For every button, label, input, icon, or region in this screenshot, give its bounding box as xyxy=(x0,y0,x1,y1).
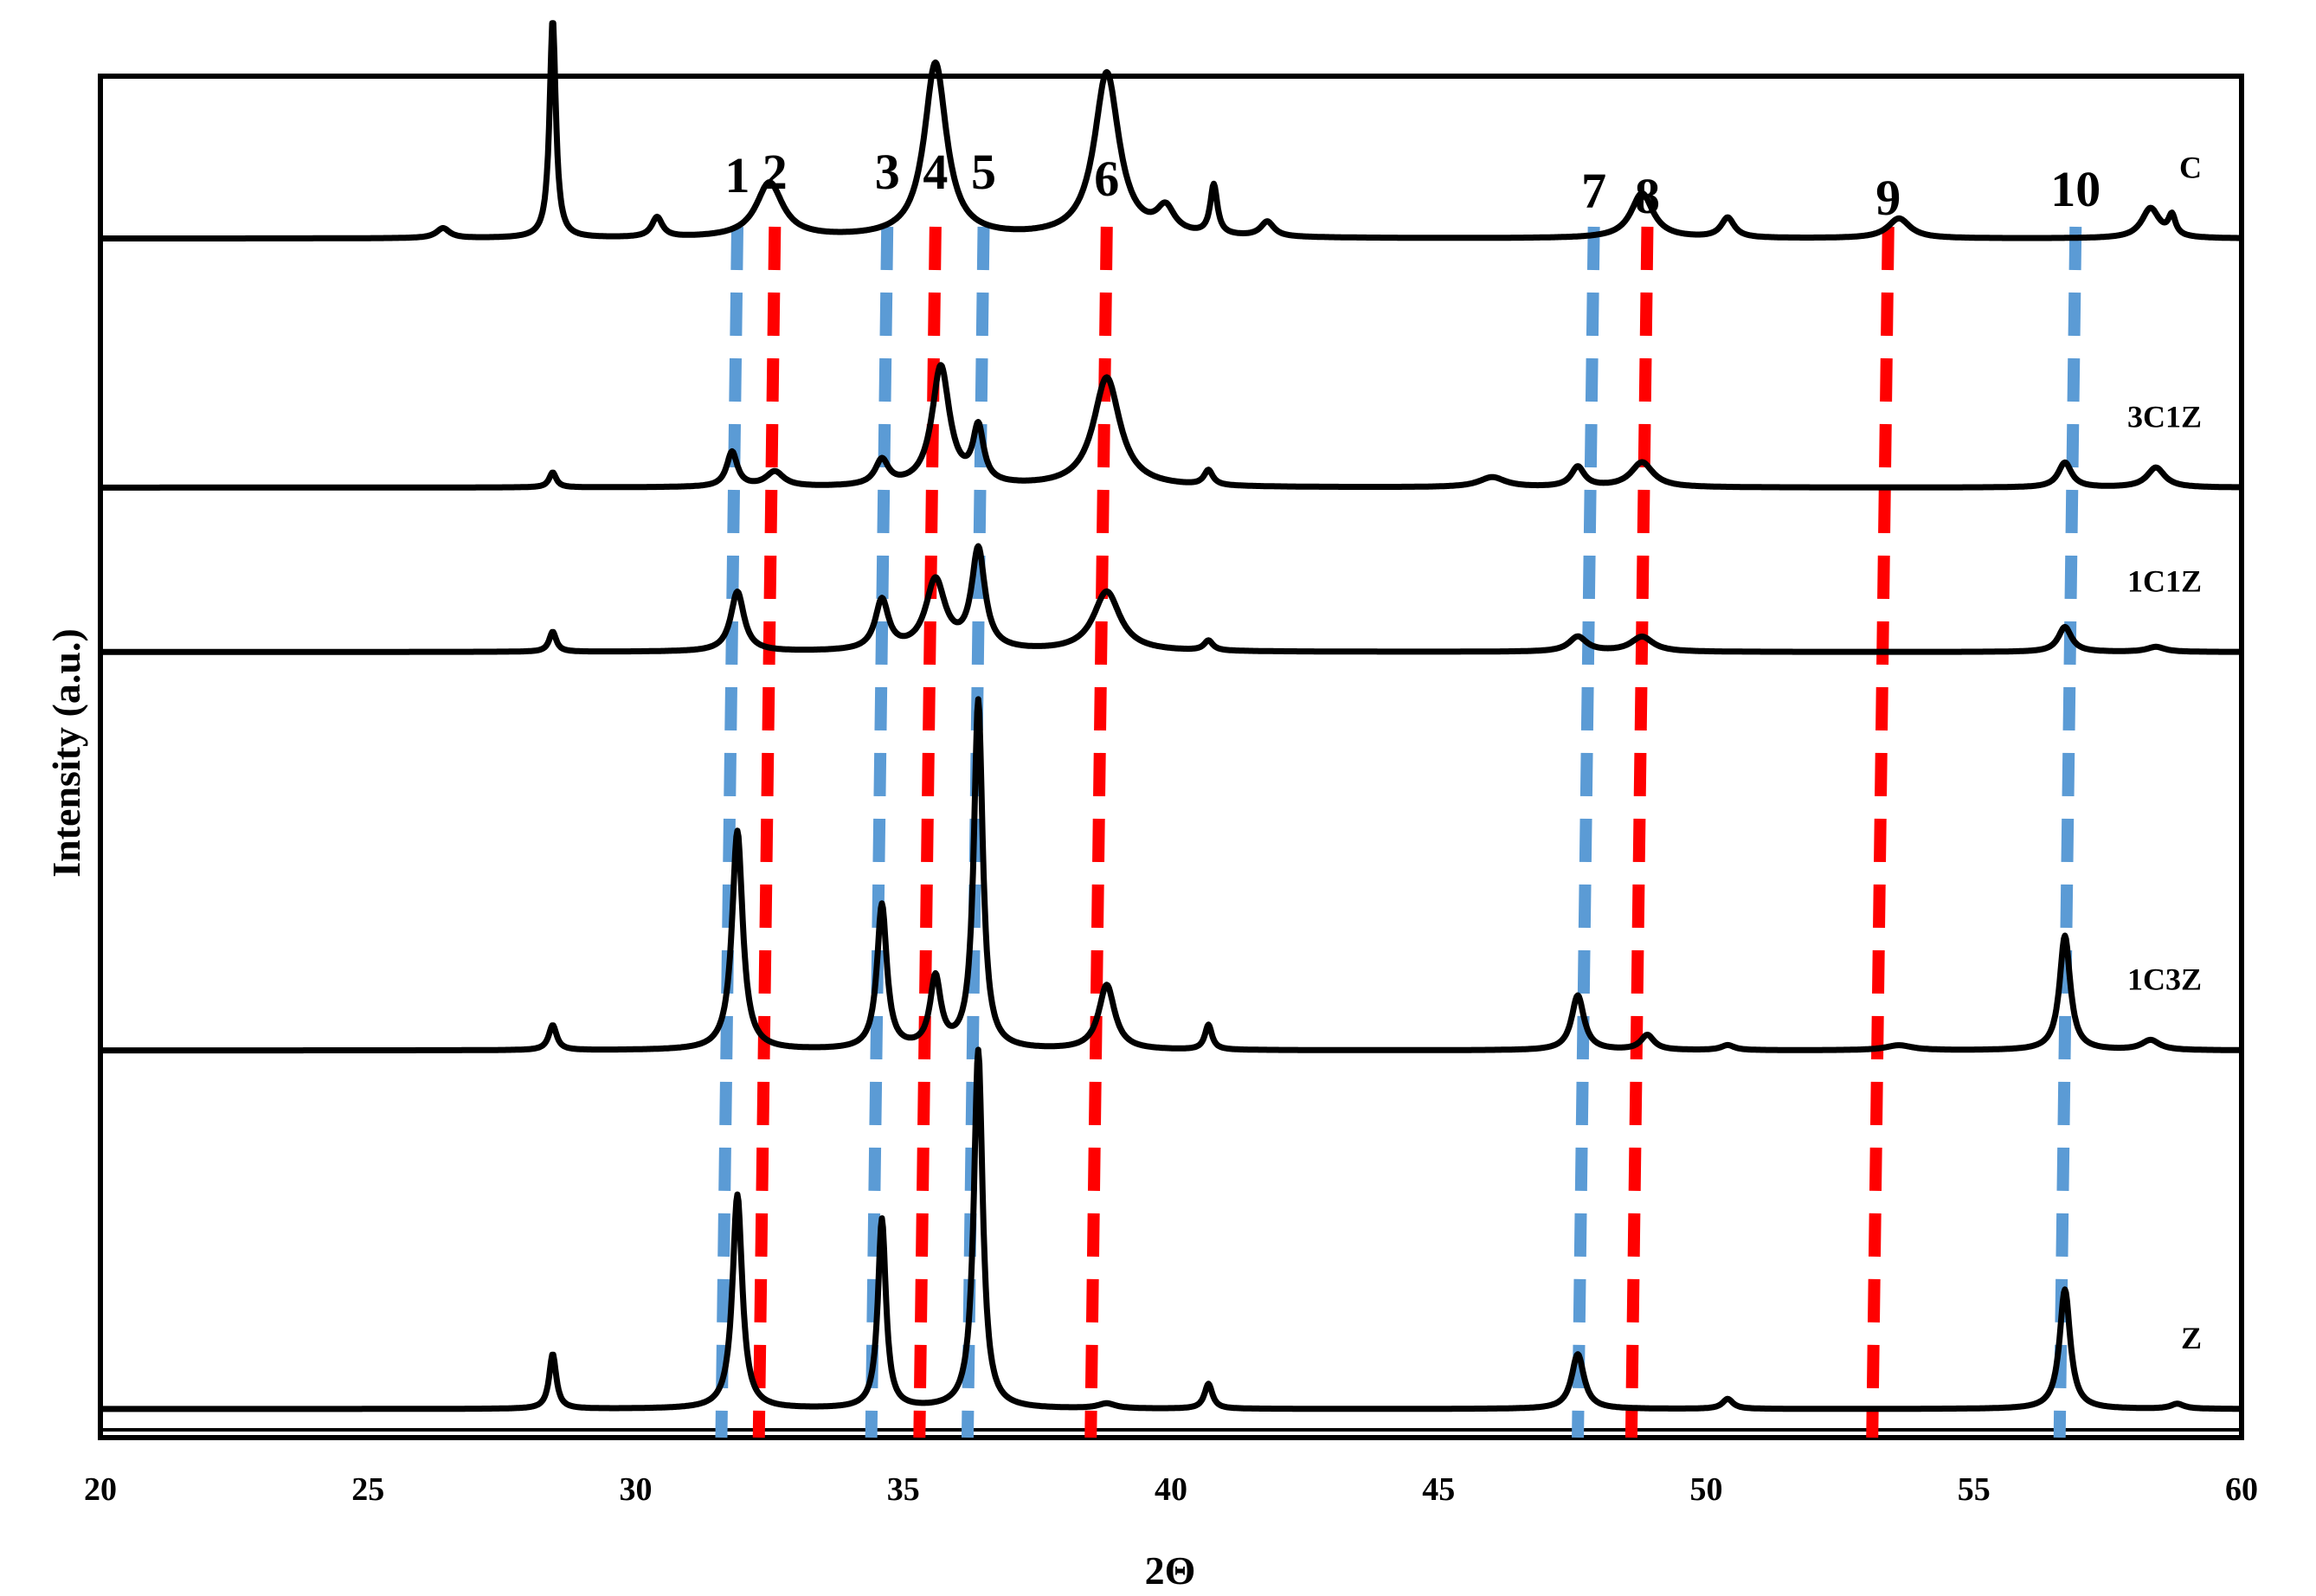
peak-label-10: 10 xyxy=(2050,161,2100,217)
x-tick-label-20: 20 xyxy=(84,1471,117,1508)
series-label-z: Z xyxy=(2181,1321,2202,1355)
series-labels: C 3C1Z 1C1Z 1C3Z Z xyxy=(2127,151,2202,1355)
x-axis-title: 2Θ xyxy=(1145,1548,1196,1593)
x-tick-label-55: 55 xyxy=(1958,1471,1991,1508)
ref-line-2 xyxy=(752,226,782,1438)
peak-label-6: 6 xyxy=(1094,151,1119,207)
x-tick-label-30: 30 xyxy=(620,1471,653,1508)
ref-line-10 xyxy=(2053,226,2082,1438)
peak-label-3: 3 xyxy=(875,144,900,200)
trace-1c1z xyxy=(98,543,2244,655)
series-traces xyxy=(98,20,2244,1413)
x-tick-label-25: 25 xyxy=(351,1471,384,1508)
trace-1c3z xyxy=(98,696,2244,1054)
ref-line-4 xyxy=(913,226,942,1438)
ref-line-3 xyxy=(865,226,894,1438)
peak-label-8: 8 xyxy=(1635,168,1660,224)
series-label-c: C xyxy=(2179,151,2202,185)
trace-c xyxy=(98,20,2244,242)
peak-label-5: 5 xyxy=(971,144,996,200)
x-tick-label-60: 60 xyxy=(2225,1471,2258,1508)
peak-labels: 1 2 3 4 5 6 7 8 9 10 xyxy=(725,144,2101,226)
x-tick-label-40: 40 xyxy=(1155,1471,1187,1508)
x-tick-labels: 20 25 30 35 40 45 50 55 60 xyxy=(84,1471,2258,1508)
trace-z xyxy=(98,1046,2244,1413)
y-axis-title: Intensity (a.u.) xyxy=(44,628,88,878)
ref-line-7 xyxy=(1572,226,1600,1438)
series-label-1c3z: 1C3Z xyxy=(2127,962,2202,997)
peak-label-7: 7 xyxy=(1581,163,1606,219)
x-tick-label-35: 35 xyxy=(887,1471,920,1508)
trace-3c1z xyxy=(98,362,2244,491)
peak-label-1: 1 xyxy=(725,147,750,203)
ref-line-9 xyxy=(1866,226,1895,1438)
series-label-1c1z: 1C1Z xyxy=(2127,563,2202,598)
series-label-3c1z: 3C1Z xyxy=(2127,399,2202,434)
ref-line-8 xyxy=(1624,226,1654,1438)
peak-label-4: 4 xyxy=(923,144,948,200)
ref-line-1 xyxy=(715,226,744,1438)
ref-line-6 xyxy=(1084,226,1113,1438)
peak-label-9: 9 xyxy=(1875,170,1901,226)
x-tick-label-50: 50 xyxy=(1690,1471,1723,1508)
x-tick-label-45: 45 xyxy=(1422,1471,1455,1508)
plot-frame xyxy=(98,74,2244,1440)
peak-label-2: 2 xyxy=(762,144,788,200)
